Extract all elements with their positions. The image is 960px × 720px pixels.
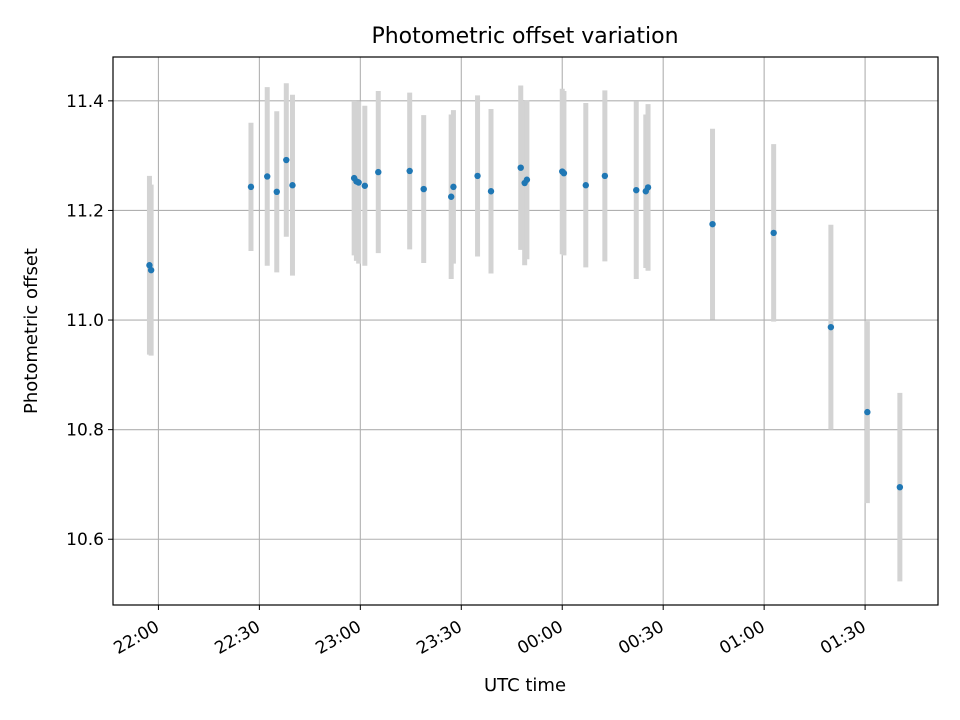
data-point bbox=[864, 408, 871, 416]
x-tick-label: 23:30 bbox=[413, 617, 465, 659]
data-point bbox=[375, 168, 382, 176]
x-axis-ticks: 22:00 22:30 23:00 23:30 00:00 00:30 01:00 01:30 bbox=[110, 605, 870, 659]
data-point bbox=[355, 179, 362, 186]
x-tick-label: 00:30 bbox=[615, 617, 667, 659]
data-point bbox=[147, 266, 155, 274]
x-tick-label: 01:30 bbox=[817, 617, 869, 659]
data-point bbox=[633, 186, 640, 194]
plot-frame bbox=[112, 56, 939, 606]
data-point bbox=[601, 172, 609, 180]
data-point bbox=[420, 185, 427, 193]
data-point bbox=[289, 182, 296, 189]
data-point bbox=[487, 188, 495, 195]
y-tick-label: 11.2 bbox=[66, 201, 104, 221]
data-point bbox=[474, 172, 481, 180]
data-point bbox=[273, 188, 280, 196]
data-point bbox=[450, 183, 457, 191]
x-axis-label: UTC time bbox=[484, 675, 566, 696]
data-point bbox=[582, 182, 589, 189]
data-point bbox=[247, 183, 255, 191]
x-tick-label: 23:00 bbox=[312, 617, 364, 659]
data-point bbox=[517, 164, 524, 171]
error-bars bbox=[146, 83, 903, 582]
chart-title: Photometric offset variation bbox=[371, 24, 678, 49]
y-tick-label: 11.4 bbox=[66, 92, 104, 112]
data-point bbox=[827, 323, 835, 331]
data-point bbox=[523, 176, 531, 183]
y-axis-ticks: 10.6 10.8 11.0 11.2 11.4 bbox=[66, 92, 113, 550]
data-points bbox=[146, 156, 904, 491]
data-point bbox=[644, 184, 652, 191]
data-point bbox=[146, 262, 153, 269]
data-point bbox=[264, 173, 271, 180]
data-point bbox=[406, 167, 413, 175]
data-point bbox=[770, 229, 777, 237]
data-point bbox=[361, 182, 369, 189]
x-tick-label: 00:00 bbox=[514, 617, 566, 659]
x-tick-label: 22:00 bbox=[110, 617, 162, 659]
x-tick-label: 01:00 bbox=[716, 617, 768, 659]
y-axis-label: Photometric offset bbox=[21, 248, 42, 414]
y-tick-label: 10.8 bbox=[66, 421, 104, 441]
x-tick-label: 22:30 bbox=[211, 617, 263, 659]
data-point bbox=[709, 220, 716, 228]
data-point bbox=[560, 169, 568, 177]
data-point bbox=[283, 156, 290, 164]
data-point bbox=[896, 483, 904, 491]
y-tick-label: 11.0 bbox=[66, 311, 104, 331]
y-tick-label: 10.6 bbox=[66, 530, 104, 550]
data-point bbox=[447, 193, 455, 200]
